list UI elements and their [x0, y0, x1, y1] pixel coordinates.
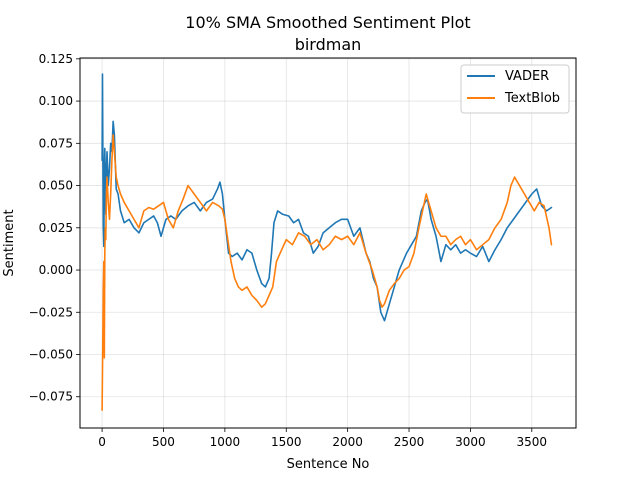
chart-title: 10% SMA Smoothed Sentiment Plot	[185, 13, 470, 32]
y-tick-label: 0.000	[39, 263, 73, 277]
x-axis: 0 500 1000 1500 2000 2500 3000 3500	[98, 428, 547, 449]
y-tick-label: 0.125	[39, 52, 73, 66]
series-line-vader	[101, 73, 553, 322]
x-tick-label: 3000	[455, 435, 486, 449]
x-tick-label: 0	[98, 435, 106, 449]
y-axis-label: Sentiment	[2, 209, 17, 276]
y-axis: −0.075 −0.050 −0.025 0.000 0.025 0.050 0.075 0.…	[29, 52, 80, 404]
y-tick-label: 0.050	[39, 179, 73, 193]
x-tick-label: 3500	[517, 435, 548, 449]
x-tick-label: 1000	[210, 435, 241, 449]
series-layer	[101, 73, 553, 412]
x-axis-label: Sentence No	[287, 457, 370, 472]
chart-subtitle: birdman	[295, 35, 362, 54]
y-tick-label: −0.075	[29, 390, 73, 404]
x-tick-label: 500	[152, 435, 175, 449]
legend-label-textblob: TextBlob	[504, 91, 560, 106]
x-tick-label: 2500	[394, 435, 425, 449]
y-tick-label: −0.050	[29, 348, 73, 362]
grid	[80, 58, 576, 428]
legend-label-vader: VADER	[505, 69, 549, 84]
legend: VADER TextBlob	[460, 64, 570, 114]
series-line-textblob	[101, 134, 553, 412]
y-tick-label: 0.025	[39, 221, 73, 235]
y-tick-label: 0.100	[39, 94, 73, 108]
plot-frame	[79, 57, 577, 429]
y-tick-label: −0.025	[29, 305, 73, 319]
x-tick-label: 1500	[271, 435, 302, 449]
y-tick-label: 0.075	[39, 136, 73, 150]
x-tick-label: 2000	[332, 435, 363, 449]
